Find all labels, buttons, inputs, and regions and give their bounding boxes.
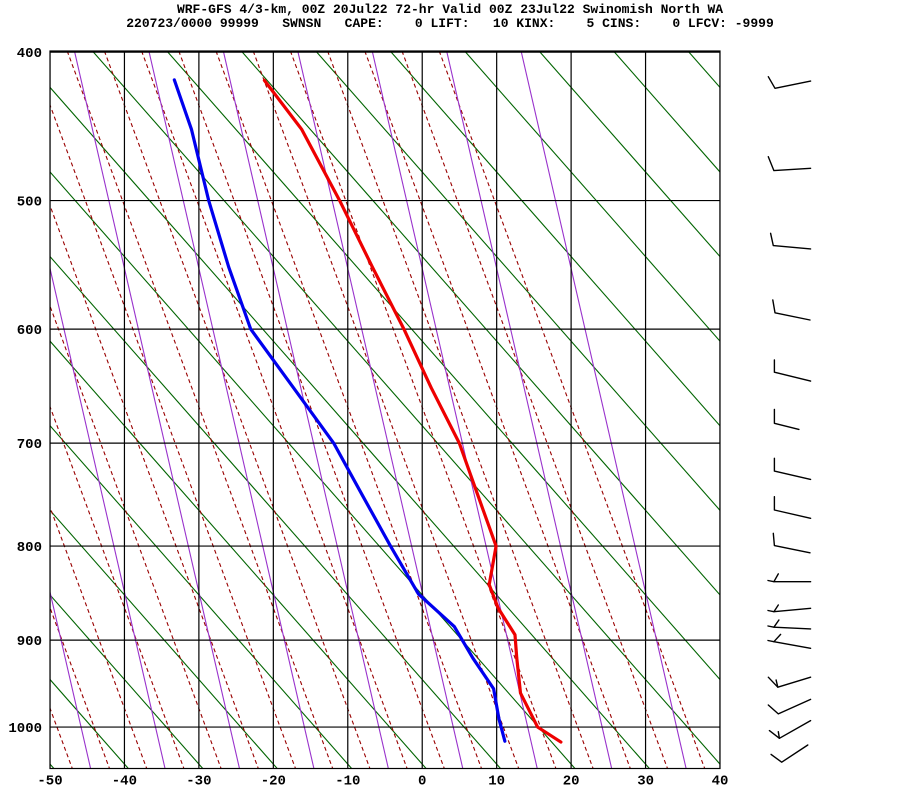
svg-text:700: 700	[17, 437, 42, 453]
svg-text:20: 20	[563, 774, 580, 790]
svg-text:1000: 1000	[8, 721, 42, 737]
svg-text:-20: -20	[261, 774, 286, 790]
svg-text:400: 400	[17, 46, 42, 62]
svg-text:-50: -50	[37, 774, 62, 790]
svg-text:30: 30	[637, 774, 654, 790]
svg-text:-40: -40	[112, 774, 137, 790]
svg-text:800: 800	[17, 540, 42, 556]
svg-text:10: 10	[488, 774, 505, 790]
svg-text:0: 0	[418, 774, 426, 790]
svg-text:-30: -30	[186, 774, 211, 790]
svg-text:40: 40	[712, 774, 729, 790]
svg-text:900: 900	[17, 634, 42, 650]
svg-text:-10: -10	[335, 774, 360, 790]
svg-text:600: 600	[17, 323, 42, 339]
svg-text:500: 500	[17, 195, 42, 211]
